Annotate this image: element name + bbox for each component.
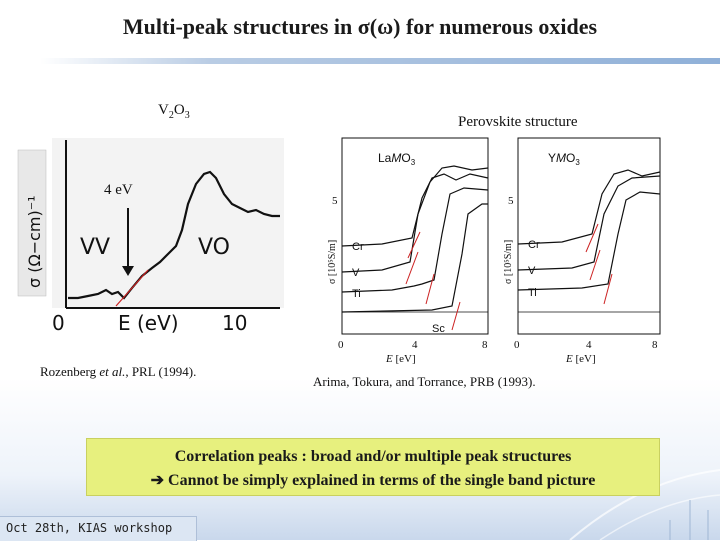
lamo3-v-curve	[341, 165, 489, 273]
lamo3-fit-ti	[425, 273, 435, 305]
ymo3-xtick-0: 0	[514, 339, 520, 351]
lamo3-xlabel: E [eV]	[385, 353, 416, 365]
ymo3-fit-cr	[585, 223, 599, 253]
ymo3-xlabel: E [eV]	[565, 353, 596, 365]
ymo3-panel: YMO3 σ [10⁵S/m] 5 Cr V Ti 0 4 8 E [eV]	[503, 137, 661, 365]
citation-arima: Arima, Tokura, and Torrance, PRB (1993).	[313, 374, 536, 389]
lamo3-ytick-5: 5	[332, 195, 338, 207]
lamo3-ti-curve	[341, 187, 489, 293]
footer-panel	[0, 516, 197, 541]
ymo3-xtick-8: 8	[652, 339, 658, 351]
lamo3-fit-v	[405, 251, 419, 285]
ymo3-ytick-5: 5	[508, 195, 514, 207]
footer-text: Oct 28th, KIAS workshop	[6, 521, 173, 535]
lamo3-fit-sc	[451, 301, 461, 331]
lamo3-label-ti: Ti	[352, 288, 361, 300]
ymo3-fit-ti	[603, 273, 613, 305]
v2o3-xtick-10: 10	[222, 311, 247, 335]
lamo3-panel: LaMO3 σ [10⁵S/m] 5 Cr V Ti Sc 0 4 8 E [e…	[327, 137, 489, 365]
v2o3-label: V2O3	[158, 102, 190, 121]
lamo3-fit-cr	[407, 231, 421, 259]
ymo3-label-cr: Cr	[528, 239, 540, 251]
lamo3-label-v: V	[352, 267, 360, 279]
ymo3-cr-curve	[517, 169, 661, 245]
v2o3-ylabel: σ (Ω−cm)⁻¹	[25, 195, 44, 288]
lamo3-ylabel: σ [10⁵S/m]	[327, 240, 338, 284]
ymo3-xtick-4: 4	[586, 339, 592, 351]
lamo3-sc-curve	[341, 203, 488, 313]
ymo3-fit-v	[589, 249, 601, 281]
v2o3-label-vo: VO	[198, 235, 230, 260]
4ev-label: 4 eV	[104, 182, 133, 198]
v2o3-fit-line	[115, 269, 149, 307]
citation-rozenberg: Rozenberg et al., PRL (1994).	[40, 364, 197, 379]
lamo3-xtick-0: 0	[338, 339, 344, 351]
perovskite-label: Perovskite structure	[458, 114, 578, 130]
lamo3-title: LaMO3	[378, 151, 416, 167]
slide-title: Multi-peak structures in σ(ω) for numero…	[122, 14, 598, 39]
lamo3-xtick-8: 8	[482, 339, 488, 351]
v2o3-xtick-0: 0	[52, 311, 65, 335]
right-arrow-icon: ➔	[150, 472, 165, 489]
v2o3-xlabel: E (eV)	[118, 311, 179, 335]
ymo3-v-curve	[517, 175, 661, 271]
title-underline	[40, 58, 720, 64]
ymo3-ti-curve	[517, 191, 661, 291]
conclusion-line-1: Correlation peaks : broad and/or multipl…	[174, 448, 572, 465]
ymo3-ylabel: σ [10⁵S/m]	[503, 240, 514, 284]
lamo3-label-cr: Cr	[352, 241, 364, 253]
ymo3-label-v: V	[528, 265, 536, 277]
v2o3-conductivity-figure: σ (Ω−cm)⁻¹ VV VO 0 E (eV) 10	[16, 138, 284, 338]
conclusion-box: Correlation peaks : broad and/or multipl…	[86, 438, 660, 496]
lamo3-label-sc: Sc	[432, 323, 445, 335]
lamo3-xtick-4: 4	[412, 339, 418, 351]
ymo3-label-ti: Ti	[528, 287, 537, 299]
v2o3-arrow-head	[122, 266, 134, 276]
ymo3-title: YMO3	[548, 151, 580, 167]
conclusion-line-2: ➔ Cannot be simply explained in terms of…	[150, 472, 596, 489]
v2o3-spectrum-curve	[68, 170, 280, 300]
perovskite-conductivity-figure: LaMO3 σ [10⁵S/m] 5 Cr V Ti Sc 0 4 8 E [e…	[322, 134, 668, 366]
lamo3-cr-curve	[341, 173, 489, 247]
v2o3-label-vv: VV	[80, 235, 110, 260]
